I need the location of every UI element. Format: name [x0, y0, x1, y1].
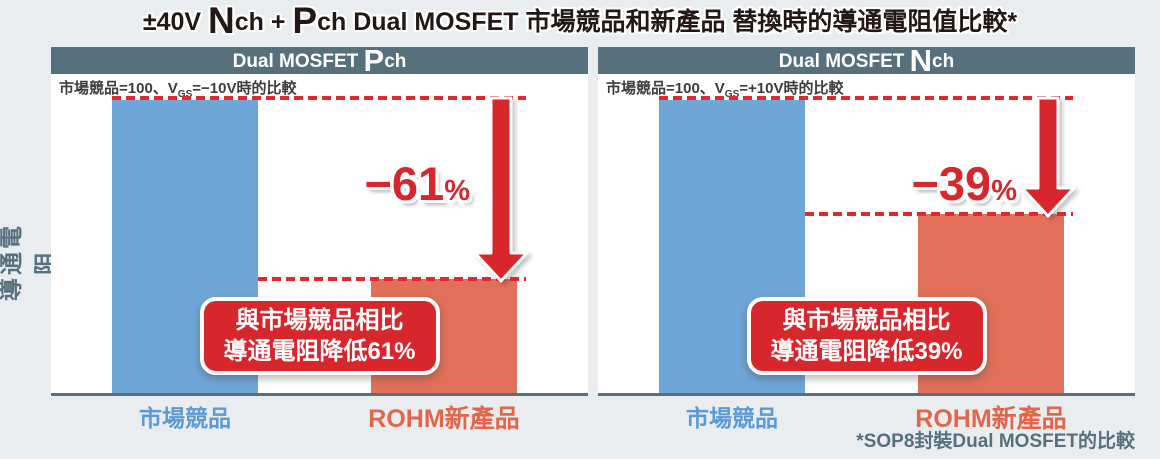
reduction-arrow: [1020, 96, 1076, 218]
comparison-callout: 與市場競品相比 導通電阻降低61%: [199, 297, 440, 376]
baseline-100-dashed-line: [112, 96, 526, 100]
reduction-arrow: [473, 96, 529, 283]
header-text: ch: [384, 51, 407, 72]
header-channel-letter: N: [909, 43, 933, 78]
page-title: ±40V Nch + Pch Dual MOSFET 市場競品和新產品 替換時的…: [0, 0, 1160, 44]
new-product-label: ROHM新產品: [915, 405, 1067, 433]
title-segment: ch +: [234, 8, 293, 36]
title-segment: ±40V: [142, 8, 209, 36]
callout-line2: 導通電阻降低61%: [223, 338, 416, 366]
footnote: *SOP8封裝Dual MOSFET的比較: [856, 431, 1135, 452]
reduction-percentage: −39%: [911, 157, 1017, 210]
reduced-level-dashed-line: [258, 277, 526, 281]
reduction-percentage: −61%: [364, 157, 470, 210]
comparison-condition-note: 市場競品=100、VGS=−10V時的比較: [59, 80, 297, 100]
x-axis-line: [51, 393, 588, 396]
chart-area: 市場競品=100、VGS=+10V時的比較 −39% 與市場競品相比 導通電阻降…: [598, 74, 1135, 393]
comparison-condition-note: 市場競品=100、VGS=+10V時的比較: [606, 80, 844, 100]
callout-line2: 導通電阻降低39%: [770, 338, 963, 366]
panel-header: Dual MOSFET Pch: [51, 45, 588, 76]
title-big-p: P: [292, 0, 318, 41]
callout-line1: 與市場競品相比: [235, 307, 404, 334]
panel-pch: Dual MOSFET Pch 市場競品=100、VGS=−10V時的比較 −6…: [51, 45, 588, 433]
new-product-label: ROHM新產品: [368, 405, 520, 433]
title-big-n: N: [208, 0, 235, 41]
callout-line1: 與市場競品相比: [782, 307, 951, 334]
header-channel-letter: P: [363, 43, 385, 78]
title-segment: ch Dual MOSFET 市場競品和新產品 替換時的導通電阻值比較*: [317, 8, 1018, 36]
comparison-callout: 與市場競品相比 導通電阻降低39%: [746, 297, 987, 376]
header-text: Dual MOSFET: [232, 51, 364, 72]
baseline-100-dashed-line: [659, 96, 1073, 100]
header-text: Dual MOSFET: [778, 51, 910, 72]
competitor-label: 市場競品: [139, 405, 231, 431]
x-axis-line: [598, 393, 1135, 396]
panel-header: Dual MOSFET Nch: [598, 45, 1135, 76]
reduced-level-dashed-line: [805, 212, 1073, 216]
panel-nch: Dual MOSFET Nch 市場競品=100、VGS=+10V時的比較 −3…: [598, 45, 1135, 433]
competitor-label: 市場競品: [686, 405, 778, 431]
chart-area: 市場競品=100、VGS=−10V時的比較 −61% 與市場競品相比 導通電阻降…: [51, 74, 588, 393]
header-text: ch: [932, 51, 955, 72]
